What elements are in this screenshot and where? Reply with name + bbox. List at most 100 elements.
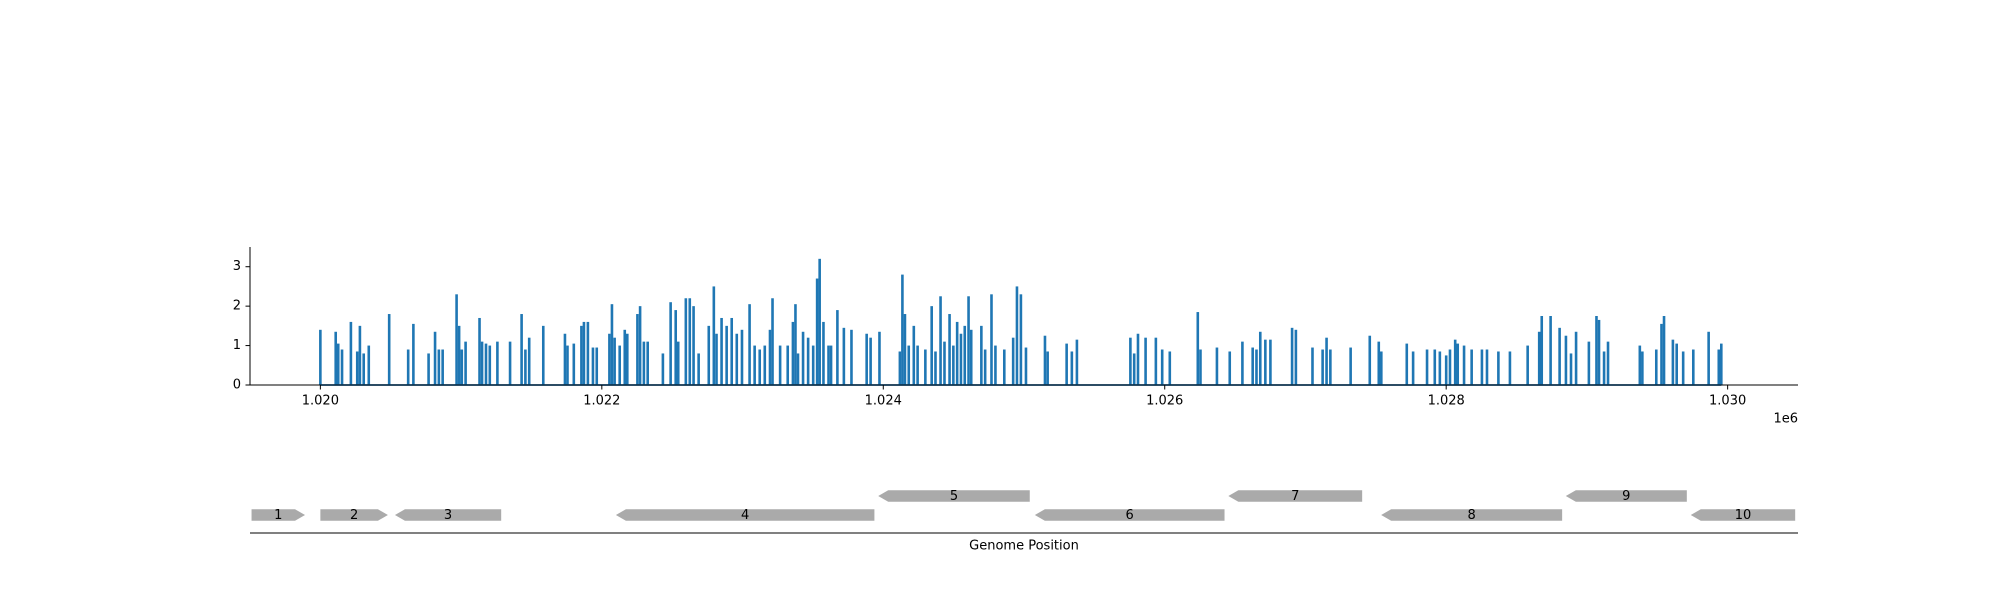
- coverage-spike: [758, 349, 762, 385]
- gene-arrow: [1381, 509, 1563, 521]
- x-tick-label: 1.030: [1709, 394, 1746, 409]
- coverage-spike: [898, 351, 902, 385]
- coverage-spike: [355, 351, 359, 385]
- coverage-spike: [1717, 349, 1721, 385]
- coverage-spike: [753, 345, 756, 385]
- coverage-spike: [1537, 331, 1541, 385]
- coverage-spike: [1002, 349, 1006, 385]
- gene-label: 6: [1126, 508, 1134, 523]
- coverage-spike: [334, 331, 338, 385]
- coverage-spike: [794, 304, 797, 385]
- coverage-spike: [1168, 351, 1172, 385]
- coverage-spike: [1485, 349, 1489, 385]
- coverage-spike: [688, 298, 692, 385]
- coverage-spike: [1228, 351, 1232, 385]
- gene-label: 8: [1468, 508, 1476, 523]
- coverage-spike: [1377, 341, 1381, 385]
- coverage-spike: [748, 304, 751, 385]
- coverage-spike: [865, 333, 868, 385]
- coverage-spike: [1065, 343, 1068, 385]
- coverage-spike: [591, 347, 595, 385]
- coverage-spike: [412, 323, 415, 385]
- coverage-spike: [1497, 351, 1500, 385]
- coverage-spike: [460, 349, 464, 385]
- coverage-spike: [930, 306, 933, 385]
- gene-arrow: [394, 509, 502, 521]
- coverage-spike: [725, 325, 728, 385]
- coverage-spike: [1462, 345, 1466, 385]
- gene-label: 9: [1622, 489, 1630, 504]
- coverage-spike: [829, 345, 833, 385]
- coverage-spike: [1329, 349, 1332, 385]
- coverage-spike: [437, 349, 441, 385]
- coverage-spike: [1311, 347, 1314, 385]
- gene-arrow: [1034, 509, 1225, 521]
- gene-label: 10: [1735, 508, 1752, 523]
- coverage-spike: [1602, 351, 1606, 385]
- coverage-spike: [712, 286, 716, 385]
- coverage-spike: [1456, 343, 1460, 385]
- coverage-spike: [608, 333, 611, 385]
- coverage-spike: [818, 258, 821, 385]
- coverage-spike: [464, 341, 467, 385]
- coverage-spike: [319, 329, 322, 385]
- coverage-spike: [707, 325, 711, 385]
- coverage-spike: [901, 274, 904, 385]
- gene-arrow: [251, 509, 306, 521]
- coverage-spike: [674, 310, 677, 385]
- x-tick-label: 1.028: [1428, 394, 1465, 409]
- coverage-spike: [1294, 329, 1298, 385]
- coverage-spike: [1662, 316, 1666, 385]
- coverage-spike: [934, 351, 937, 385]
- coverage-spike: [1558, 327, 1561, 385]
- coverage-spike: [1015, 286, 1019, 385]
- coverage-spike: [903, 314, 907, 385]
- coverage-spike: [1290, 327, 1294, 385]
- coverage-spike: [1438, 351, 1442, 385]
- gene-label: 2: [350, 508, 358, 523]
- gene-arrow: [1565, 490, 1687, 502]
- coverage-spike: [1681, 351, 1685, 385]
- coverage-spike: [387, 314, 391, 385]
- coverage-spike: [610, 304, 614, 385]
- coverage-spike: [969, 329, 973, 385]
- coverage-spike: [1380, 351, 1383, 385]
- coverage-spike: [1046, 351, 1049, 385]
- coverage-spike: [959, 333, 963, 385]
- coverage-spike: [1641, 351, 1644, 385]
- coverage-spike: [336, 343, 340, 385]
- coverage-spike: [801, 331, 805, 385]
- coverage-spike: [822, 321, 825, 385]
- coverage-spike: [563, 333, 567, 385]
- coverage-spike: [1597, 319, 1601, 385]
- coverage-spike: [457, 325, 461, 385]
- coverage-spike: [1448, 349, 1452, 385]
- coverage-spike: [1526, 345, 1529, 385]
- coverage-spike: [586, 321, 590, 385]
- coverage-spike: [684, 298, 688, 385]
- coverage-spike: [952, 345, 955, 385]
- coverage-spike: [661, 353, 665, 385]
- coverage-spike: [1251, 347, 1254, 385]
- coverage-spike: [980, 325, 983, 385]
- coverage-spike: [827, 345, 830, 385]
- y-tick-label: 1: [233, 338, 241, 353]
- coverage-spike: [541, 325, 545, 385]
- x-offset-label: 1e6: [1773, 412, 1798, 427]
- coverage-spike: [1024, 347, 1028, 385]
- coverage-spike: [496, 341, 499, 385]
- gene-arrow: [1690, 509, 1796, 521]
- coverage-spike: [768, 329, 772, 385]
- coverage-spike: [939, 296, 942, 385]
- x-tick-label: 1.024: [865, 394, 902, 409]
- coverage-spike: [948, 314, 951, 385]
- coverage-spike: [1508, 351, 1512, 385]
- coverage-spike: [1675, 343, 1678, 385]
- gene-label: 3: [444, 508, 452, 523]
- gene-label: 5: [950, 489, 958, 504]
- coverage-spike: [1241, 341, 1244, 385]
- coverage-spike: [1480, 349, 1484, 385]
- coverage-spike: [740, 329, 744, 385]
- coverage-spike: [720, 317, 723, 385]
